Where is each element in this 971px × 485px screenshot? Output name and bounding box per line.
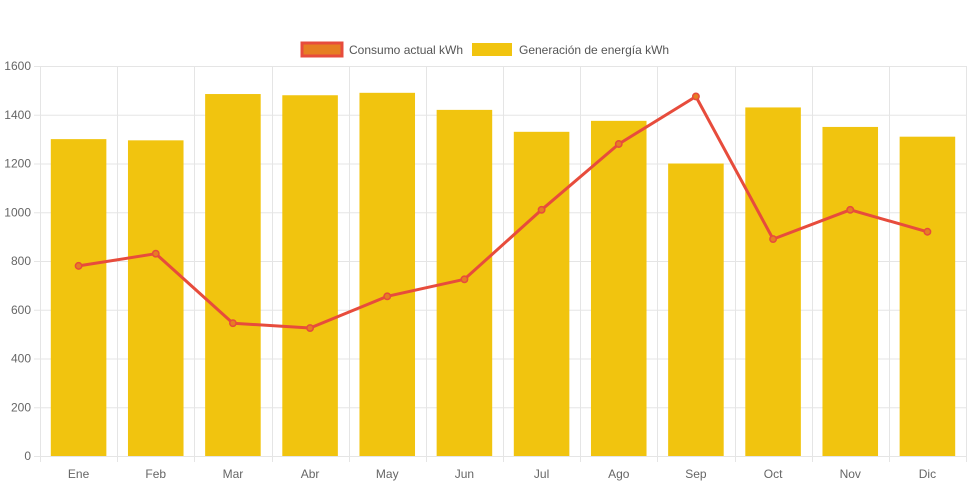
x-tick-label: Feb [145, 467, 166, 481]
point-consumo-jul [537, 205, 546, 214]
point-consumo-feb [151, 249, 160, 258]
y-tick-label: 600 [11, 303, 31, 317]
x-tick-label: Dic [919, 467, 936, 481]
x-tick-label: Jul [534, 467, 549, 481]
legend: Consumo actual kWh Generación de energía… [300, 41, 669, 58]
bar-may [359, 92, 416, 456]
grid-lines [34, 66, 967, 462]
y-tick-label: 1200 [4, 157, 31, 171]
bar-ene [50, 139, 107, 456]
y-tick-label: 0 [24, 449, 31, 463]
bar-abr [282, 95, 338, 456]
y-tick-label: 1600 [4, 59, 31, 73]
bars-generacion [50, 92, 956, 456]
legend-item-generacion[interactable]: Generación de energía kWh [472, 43, 669, 57]
x-tick-label: Oct [764, 467, 783, 481]
bar-mar [205, 94, 261, 456]
legend-item-consumo[interactable]: Consumo actual kWh [300, 41, 463, 58]
line-consumo [74, 92, 932, 332]
legend-swatch-generacion [472, 43, 512, 56]
legend-label-consumo: Consumo actual kWh [349, 43, 463, 57]
x-axis-tick-labels: Ene Feb Mar Abr May Jun Jul Ago Sep Oct Nov Dic [68, 467, 936, 481]
point-consumo-jun [460, 275, 469, 284]
y-tick-label: 1000 [4, 205, 31, 219]
point-consumo-mar [228, 319, 237, 328]
bar-jul [513, 131, 570, 456]
point-consumo-dic [923, 227, 932, 236]
x-tick-label: Jun [455, 467, 474, 481]
x-tick-label: Ene [68, 467, 90, 481]
bar-oct [745, 107, 801, 456]
y-tick-label: 800 [11, 254, 31, 268]
bar-ago [590, 120, 647, 456]
point-consumo-ene [74, 261, 83, 270]
y-tick-label: 1400 [4, 108, 31, 122]
y-axis-tick-labels: 0 200 400 600 800 1000 1200 1400 1600 [4, 59, 31, 463]
point-consumo-oct [769, 235, 778, 244]
bar-dic [899, 136, 956, 456]
legend-swatch-consumo [300, 41, 344, 58]
point-consumo-may [383, 292, 392, 301]
line-path-consumo [78, 95, 928, 330]
x-tick-label: Mar [223, 467, 244, 481]
x-tick-label: Sep [685, 467, 707, 481]
x-tick-label: Abr [301, 467, 320, 481]
y-tick-label: 200 [11, 400, 31, 414]
x-tick-label: Ago [608, 467, 630, 481]
bar-nov [822, 126, 879, 456]
bar-sep [668, 163, 724, 456]
bar-feb [127, 140, 184, 456]
legend-label-generacion: Generación de energía kWh [519, 43, 669, 57]
x-tick-label: May [376, 467, 399, 481]
point-consumo-nov [846, 205, 855, 214]
point-consumo-sep [691, 92, 700, 101]
point-consumo-ago [614, 140, 623, 148]
point-consumo-abr [306, 324, 315, 332]
x-tick-label: Nov [840, 467, 861, 481]
y-tick-label: 400 [11, 352, 31, 366]
